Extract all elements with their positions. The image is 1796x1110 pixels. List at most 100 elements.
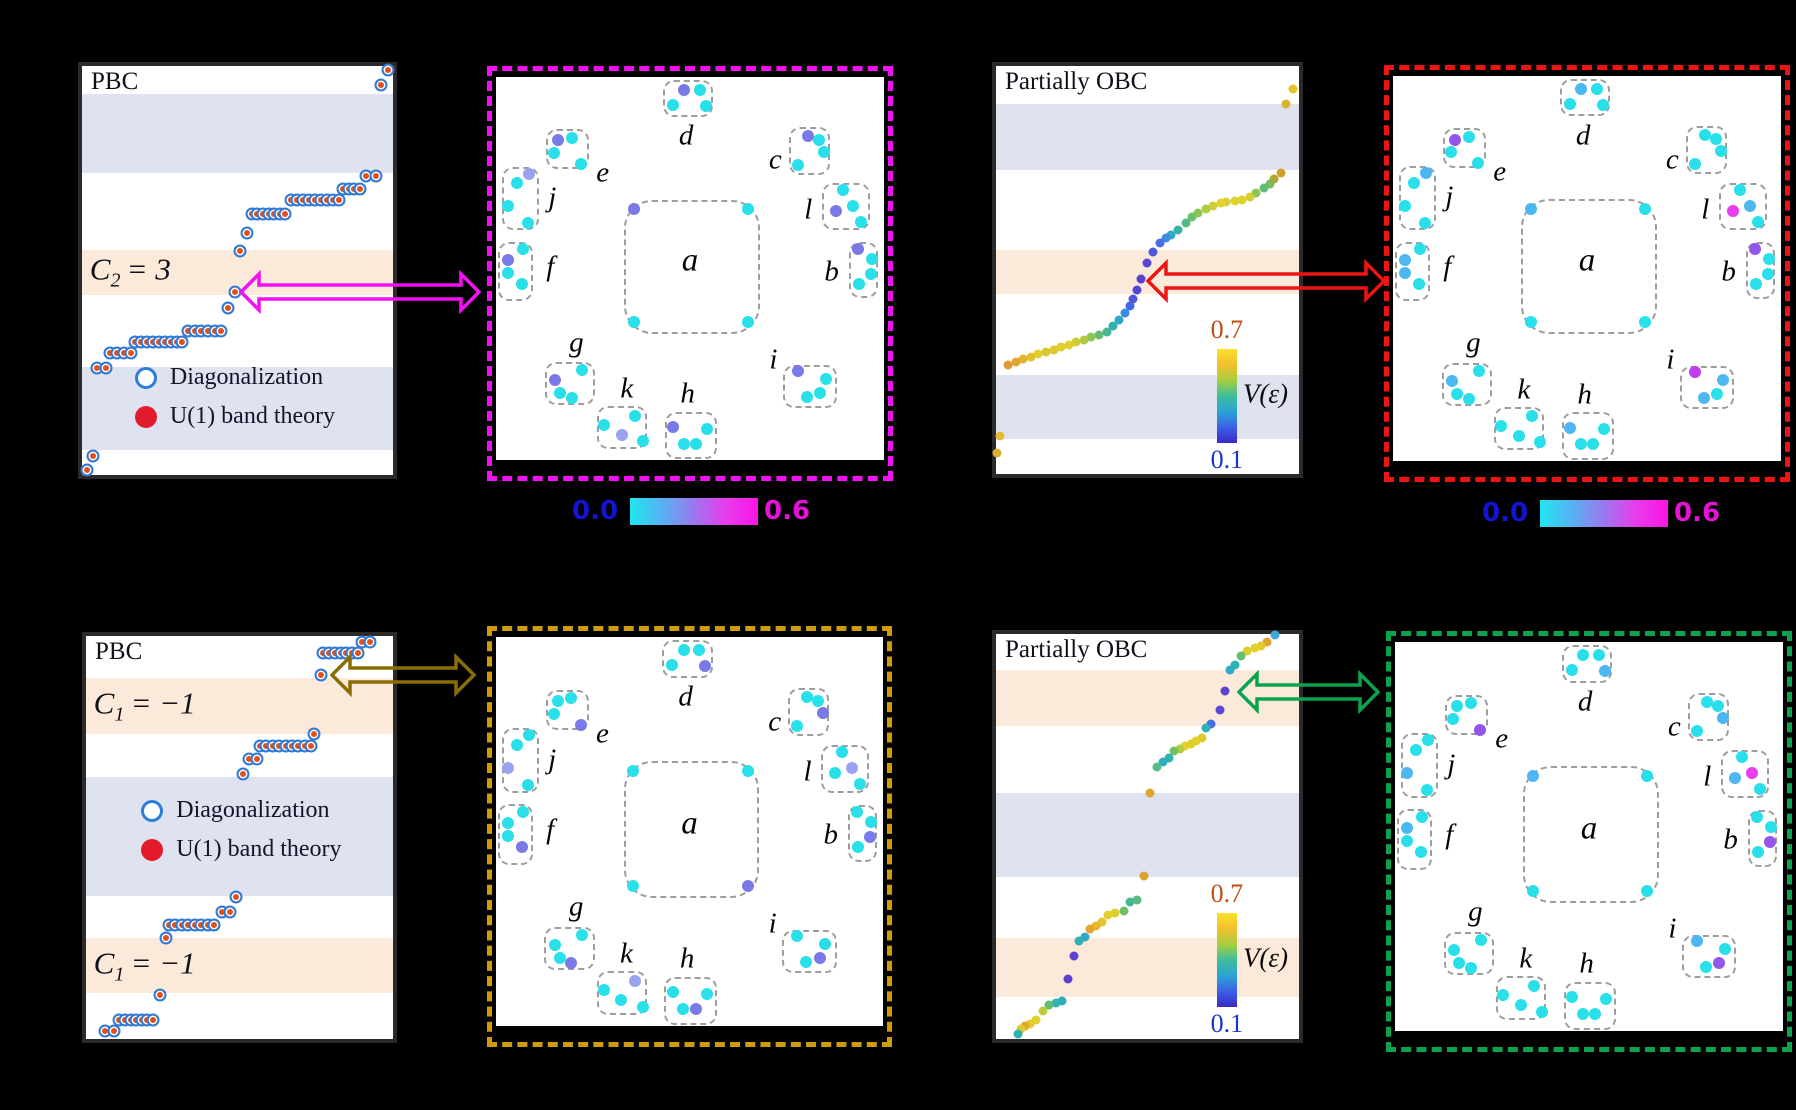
site-dot-c1 [1700,695,1713,708]
site-dot-h3 [677,1003,690,1016]
cluster-label-e: e [596,156,610,189]
site-dot-e4 [575,157,588,170]
obc-data-point [1216,198,1226,208]
site-dot-f3 [1398,267,1411,280]
chern-number-label: C2 = 3 [90,252,171,293]
energy-band-shade-gray [996,793,1299,877]
cluster-label-b: b [823,818,839,851]
panel-title: PBC [91,68,139,95]
cluster-label-l: l [804,193,813,226]
site-dot-a1 [1524,202,1537,215]
pbc-data-point [146,1013,160,1027]
site-dot-l4 [1751,215,1764,228]
cluster-box-k [596,971,647,1016]
cluster-box-g [544,926,595,970]
site-dot-k4 [636,1000,649,1013]
site-dot-g2 [548,374,561,387]
cluster-box-i [1682,934,1737,979]
cluster-label-g: g [1468,895,1483,928]
cluster-label-e: e [595,717,609,750]
site-dot-h3 [677,437,690,450]
obc-data-point [1016,1024,1026,1034]
obc-data-point [1136,274,1146,284]
pbc-data-point [314,668,328,682]
site-dot-g4 [1462,392,1475,405]
site-dot-e1 [1451,700,1464,713]
obc-data-point [1086,332,1096,342]
site-dot-a2 [1639,202,1652,215]
site-dot-c4 [1690,725,1703,738]
site-dot-b3 [864,267,877,280]
cluster-label-h: h [1579,947,1594,980]
cluster-label-l: l [803,755,812,788]
cluster-label-k: k [620,372,634,405]
site-dot-d3 [666,98,679,111]
site-dot-f2 [1400,821,1413,834]
colorbar-title: V(ε) [1242,942,1289,973]
legend-label: Diagonalization [169,364,324,391]
cluster-label-e: e [1495,722,1509,755]
obc-data-point [1197,733,1207,743]
obc-data-point [1186,739,1196,749]
pbc-data-point [250,752,264,765]
cluster-box-e [1445,694,1489,736]
legend-item-u1-band-theory: U(1) band theory [134,397,336,436]
site-dot-a3 [1526,884,1539,897]
double-arrow-olive-icon [330,653,476,697]
obc-data-point [1026,352,1036,362]
obc-data-point [1031,1015,1041,1025]
site-dot-g4 [565,391,578,404]
site-dot-k3 [1514,999,1527,1012]
obc-data-point [1191,736,1201,745]
filled-circle-marker-icon [141,838,164,861]
obc-data-point [1011,357,1021,367]
site-dot-i4 [799,956,812,969]
panel-title: PBC [95,638,143,665]
double-arrow-green-icon [1237,670,1380,714]
cluster-box-f [497,804,533,865]
cluster-box-h [1561,412,1615,461]
cluster-label-l: l [1701,193,1710,226]
chern-number-label-lower: C1 = −1 [94,945,196,986]
cluster-box-e [546,689,589,731]
site-dot-i3 [814,387,827,400]
site-dot-e1 [1449,133,1462,146]
cluster-label-g: g [568,890,584,923]
cluster-label-a: a [681,805,698,842]
obc-data-point [1079,335,1089,345]
pbc-data-point [353,182,367,196]
energy-band-shade-gray [86,777,393,896]
obc-data-point [1080,932,1090,942]
cluster-label-a: a [1580,810,1598,847]
site-dot-i1 [791,929,804,942]
site-dot-b2 [1765,821,1778,834]
cluster-label-g: g [569,326,584,359]
site-dot-i4 [1697,391,1710,404]
legend-label: U(1) band theory [169,403,336,430]
site-dot-a1 [627,765,640,778]
site-dot-e4 [1472,157,1485,169]
obc-data-point [1265,179,1275,188]
cluster-label-h: h [680,377,695,410]
site-dot-e3 [548,708,561,721]
site-dot-c2 [1710,133,1723,146]
pbc-data-point [124,346,138,360]
cluster-label-k: k [619,937,633,970]
colorbar-max-label: 0.6 [764,496,811,526]
site-dot-a2 [742,203,755,216]
site-dot-l3 [1728,772,1741,785]
legend-item-u1-band-theory: U(1) band theory [141,830,342,869]
obc-data-point [1215,705,1225,715]
cluster-label-j: j [548,181,557,214]
site-dot-a3 [627,316,640,329]
site-dot-h1 [666,986,679,999]
obc-data-point [1114,315,1124,325]
site-dot-d2 [693,643,706,656]
legend: Diagonalization U(1) band theory [134,358,336,436]
site-dot-e2 [565,131,578,144]
double-arrow-red-icon [1146,259,1386,303]
site-dot-b2 [1763,253,1776,266]
obc-data-point [1085,924,1095,934]
